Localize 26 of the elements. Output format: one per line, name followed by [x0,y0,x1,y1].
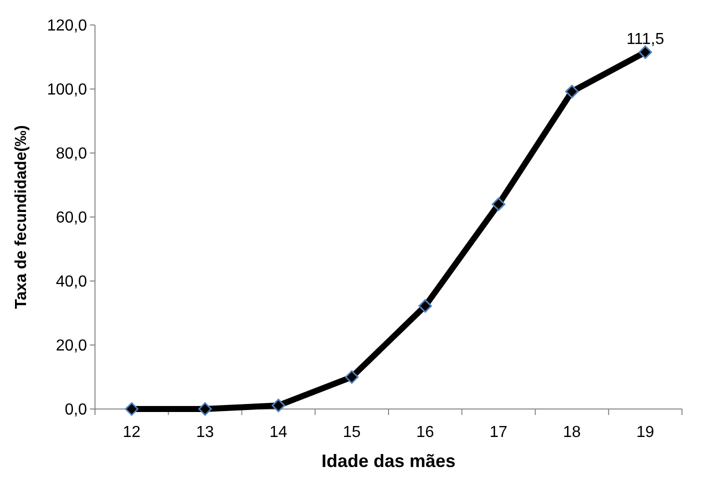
point [198,402,212,416]
point [345,370,359,384]
y-tick-label: 40,0 [56,274,88,291]
x-tick-label: 16 [416,424,434,441]
annotation: 111,5 [626,31,664,48]
point [418,299,432,313]
y-tick-label: 80,0 [56,146,88,163]
x-tick-label: 13 [196,424,214,441]
x-tick-label: 15 [342,424,361,441]
y-tick-label: 120,0 [46,18,88,35]
point [565,84,579,98]
x-tick-label: 12 [122,424,141,441]
y-tick-label: 20,0 [56,338,88,355]
point [124,402,138,416]
y-tick-label: 100,0 [46,82,88,99]
point [492,197,506,211]
x-tick-label: 18 [563,424,581,441]
x-tick-label: 19 [636,424,654,441]
point [638,45,652,59]
y-tick-label: 0,0 [64,402,88,419]
y-axis-title: Taxa de fecundidade(‰) [13,125,30,309]
point [272,398,286,412]
x-axis-title: Idade das mães [321,451,456,471]
y-tick-label: 60,0 [56,210,88,227]
x-tick-label: 17 [490,424,508,441]
x-tick-label: 14 [270,424,288,441]
